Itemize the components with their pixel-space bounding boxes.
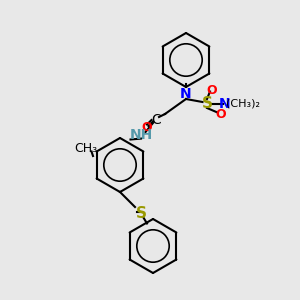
Text: S: S <box>202 96 212 111</box>
Text: N: N <box>219 97 231 110</box>
Text: (CH₃)₂: (CH₃)₂ <box>226 98 260 109</box>
Text: C: C <box>151 113 161 127</box>
Text: CH₃: CH₃ <box>74 142 97 155</box>
Text: N: N <box>180 88 192 101</box>
Text: O: O <box>206 83 217 97</box>
Text: O: O <box>142 121 152 134</box>
Text: NH: NH <box>129 128 153 142</box>
Text: O: O <box>215 107 226 121</box>
Text: S: S <box>136 206 146 220</box>
